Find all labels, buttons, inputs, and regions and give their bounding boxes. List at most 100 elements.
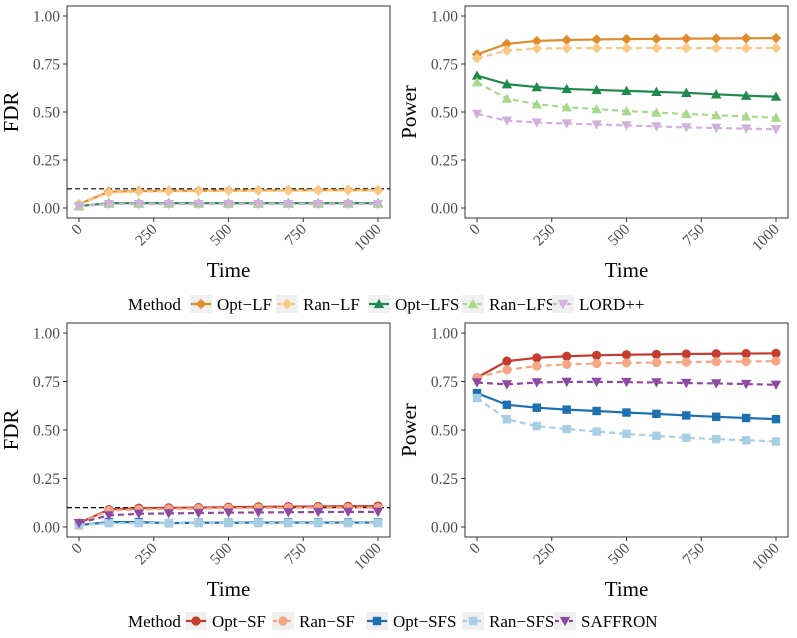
legend-2: Method Opt−SF Ran−SF Opt−SFS Ran−SFS SAFFRON [128, 612, 658, 631]
legend-item: Ran−SFS [462, 612, 554, 631]
data-point [561, 83, 572, 94]
data-point [741, 348, 751, 359]
data-point [532, 421, 541, 431]
legend-label: Ran−SFS [489, 612, 554, 631]
data-point [103, 511, 115, 521]
data-point [283, 185, 294, 196]
data-point [193, 185, 204, 197]
series-4 [73, 507, 384, 529]
x-tick-label: 500 [207, 540, 236, 569]
data-point [711, 89, 722, 99]
legend-label: Ran−LF [303, 295, 360, 314]
data-point [532, 403, 541, 412]
data-point [621, 121, 632, 131]
data-point [134, 518, 143, 528]
series-1 [472, 356, 781, 383]
data-point [372, 200, 384, 210]
data-point [740, 90, 752, 100]
data-point [104, 518, 114, 528]
data-point [73, 201, 85, 212]
y-tick-label: 0.50 [431, 423, 458, 440]
legend-item: Ran−LFS [462, 295, 555, 314]
data-point [711, 33, 722, 44]
y-axis-title: Power [397, 85, 421, 139]
data-point [224, 518, 233, 528]
data-point [502, 400, 512, 409]
y-tick-label: 0.75 [431, 57, 458, 74]
data-point [681, 349, 691, 359]
data-point [681, 87, 692, 97]
data-point [342, 185, 354, 196]
data-point [343, 518, 353, 528]
y-tick-label: 1.00 [33, 326, 60, 343]
y-tick-label: 0.00 [33, 201, 60, 218]
data-point [651, 33, 662, 45]
series-4 [73, 200, 384, 212]
data-point [771, 348, 781, 358]
data-point [740, 111, 752, 121]
data-point [501, 380, 513, 390]
panel-4: 0.00 0.25 0.50 0.75 1.00 0 250 500 750 1000 Time Po… [397, 322, 789, 601]
x-tick-label: 1000 [351, 221, 385, 255]
data-point [741, 356, 751, 367]
x-tick-label: 0 [466, 221, 484, 239]
data-point [163, 186, 174, 197]
data-point [561, 43, 572, 54]
data-point [472, 393, 482, 403]
data-point [342, 200, 354, 210]
legend-title: Method [128, 295, 181, 314]
data-point [681, 108, 692, 119]
legend-label: LORD++ [579, 295, 644, 314]
data-point [740, 124, 752, 134]
x-tick-label: 500 [207, 221, 236, 250]
data-point [373, 518, 383, 528]
data-point [651, 86, 662, 96]
data-point [103, 187, 115, 198]
data-point [651, 122, 662, 132]
data-point [591, 42, 602, 54]
series-3 [471, 77, 782, 122]
y-tick-label: 0.25 [431, 153, 458, 170]
data-point [193, 508, 204, 519]
data-point [591, 377, 602, 388]
legend-key-marker [373, 298, 385, 309]
data-point [652, 409, 661, 419]
legend-1: Method Opt−LF Ran−LF Opt−LFS Ran−LFS LORD++ [128, 295, 644, 314]
series-1 [73, 185, 384, 210]
data-point [471, 77, 483, 87]
y-axis-title: Power [397, 403, 421, 457]
legend-label: Ran−SF [299, 612, 355, 631]
data-point [193, 200, 204, 210]
legend-item: Ran−LF [276, 295, 360, 314]
data-point [770, 32, 782, 44]
data-point [681, 123, 692, 133]
data-point [313, 200, 324, 210]
data-point [771, 356, 781, 366]
legend-key-marker [195, 298, 207, 310]
data-point [711, 349, 721, 359]
y-tick-label: 0.50 [33, 423, 60, 440]
legend-key-marker [372, 616, 382, 626]
data-point [592, 358, 602, 369]
y-tick-label: 0.75 [33, 374, 60, 391]
data-point [770, 42, 782, 54]
legend-item: Opt−SFS [366, 612, 456, 631]
x-tick-label: 0 [466, 540, 484, 558]
data-point [223, 185, 234, 197]
data-point [681, 378, 692, 389]
y-tick-label: 0.25 [431, 471, 458, 488]
data-point [372, 507, 384, 518]
data-point [770, 91, 782, 101]
legend-key-marker [468, 616, 478, 626]
legend-label: Opt−SF [212, 612, 266, 631]
data-point [711, 123, 722, 134]
y-tick-label: 1.00 [33, 9, 60, 26]
data-point [621, 105, 632, 116]
x-tick-label: 250 [530, 221, 559, 250]
data-point [740, 33, 752, 44]
data-point [651, 357, 662, 368]
data-point [502, 356, 512, 366]
data-point [592, 427, 601, 436]
x-tick-label: 1000 [749, 221, 783, 255]
